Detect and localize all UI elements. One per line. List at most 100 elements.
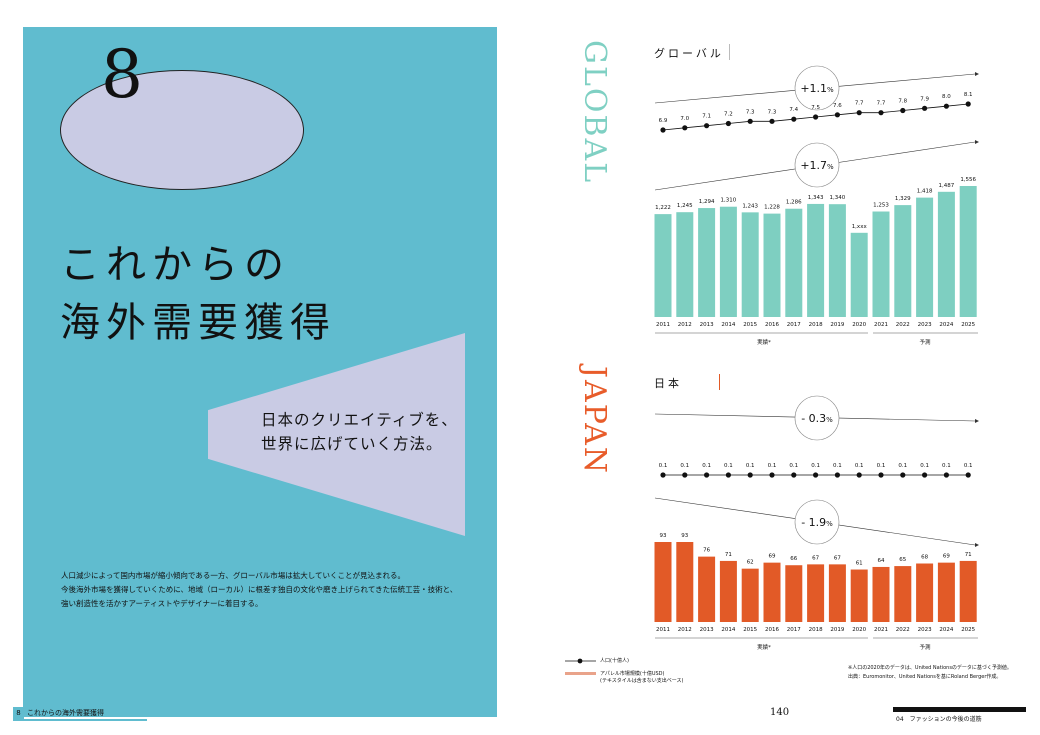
population-value-label: 7.8 bbox=[898, 99, 907, 105]
year-tick-label: 2016 bbox=[765, 627, 779, 633]
bar-value-label: 1,286 bbox=[786, 200, 802, 206]
population-value-label: 8.0 bbox=[942, 94, 951, 100]
population-point bbox=[660, 127, 666, 133]
population-point bbox=[922, 105, 928, 111]
growth-rate-circle bbox=[794, 65, 840, 111]
left-footer-page: 8 bbox=[13, 707, 24, 719]
bar-value-label: 93 bbox=[660, 533, 667, 539]
bar bbox=[828, 204, 846, 317]
population-value-label: 7.7 bbox=[855, 101, 864, 107]
bar-value-label: 1,243 bbox=[742, 203, 758, 209]
bar bbox=[937, 191, 955, 317]
chapter-intro-text: 人口減少によって国内市場が縮小傾向である一方、グローバル市場は拡大していくことが… bbox=[61, 569, 457, 611]
bar bbox=[676, 542, 694, 622]
population-value-label: 0.1 bbox=[811, 463, 820, 469]
intro-line1: 人口減少によって国内市場が縮小傾向である一方、グローバル市場は拡大していくことが… bbox=[61, 571, 406, 580]
population-value-label: 0.1 bbox=[855, 463, 864, 469]
bar bbox=[894, 566, 912, 622]
bar bbox=[763, 213, 781, 317]
bar-value-label: 66 bbox=[790, 556, 797, 562]
page-number: 140 bbox=[770, 707, 790, 718]
growth-rate-label: +1.1% bbox=[800, 82, 834, 95]
bar-value-label: 61 bbox=[856, 561, 863, 567]
bar-value-label: 71 bbox=[965, 552, 972, 558]
population-point bbox=[878, 110, 884, 116]
population-value-label: 0.1 bbox=[768, 463, 777, 469]
population-value-label: 7.6 bbox=[833, 103, 842, 109]
population-value-label: 0.1 bbox=[942, 463, 951, 469]
bar-value-label: 67 bbox=[834, 555, 841, 561]
bar-value-label: 1,487 bbox=[939, 183, 955, 189]
legend-swatches bbox=[565, 658, 596, 675]
note-line2: 出典：Euromonitor、United Nationsを基にRoland B… bbox=[848, 674, 1002, 680]
trend-arrowhead bbox=[975, 140, 979, 144]
bar-value-label: 1,340 bbox=[830, 195, 846, 201]
population-point bbox=[682, 472, 688, 478]
growth-rate-circle bbox=[794, 395, 840, 441]
bar-value-label: 1,418 bbox=[917, 189, 933, 195]
right-footer-bar bbox=[893, 707, 1026, 712]
bar-value-label: 1,228 bbox=[764, 205, 780, 211]
population-point bbox=[900, 107, 906, 114]
bar bbox=[959, 560, 977, 622]
growth-rate-circle bbox=[794, 499, 840, 545]
bar-value-label: 1,222 bbox=[655, 205, 671, 211]
chapter-number-ellipse bbox=[60, 70, 304, 190]
year-tick-label: 2024 bbox=[939, 322, 953, 328]
bar bbox=[719, 206, 737, 317]
population-point bbox=[965, 101, 971, 107]
population-point bbox=[791, 116, 797, 122]
bar bbox=[807, 203, 825, 317]
bar bbox=[698, 208, 716, 317]
population-point bbox=[791, 472, 797, 478]
global-section-title: グローバル bbox=[654, 47, 724, 60]
population-value-label: 0.1 bbox=[789, 463, 798, 469]
population-point bbox=[682, 125, 688, 131]
forecast-period-label: 予測 bbox=[919, 643, 931, 651]
bar bbox=[959, 186, 977, 317]
bar-value-label: 1,294 bbox=[699, 199, 715, 205]
year-tick-label: 2012 bbox=[678, 322, 692, 328]
population-point bbox=[878, 472, 884, 478]
bar bbox=[741, 568, 759, 622]
bar-value-label: 1,343 bbox=[808, 195, 824, 201]
chapter-title-line2: 海外需要獲得 bbox=[60, 300, 336, 346]
bar-value-label: 71 bbox=[725, 552, 732, 558]
year-tick-label: 2018 bbox=[809, 627, 823, 633]
year-tick-label: 2024 bbox=[939, 627, 953, 633]
population-point bbox=[922, 472, 928, 478]
population-point bbox=[965, 472, 971, 478]
actual-period-label: 実績* bbox=[757, 643, 771, 651]
population-point bbox=[704, 123, 710, 129]
year-tick-label: 2019 bbox=[830, 322, 844, 328]
bar bbox=[763, 562, 781, 622]
bar bbox=[654, 542, 672, 622]
chapter-subtitle: 日本のクリエイティブを、 世界に広げていく方法。 bbox=[261, 408, 458, 456]
population-value-label: 0.1 bbox=[833, 463, 842, 469]
legend-apparel-label: アパレル市場規模(十億USD) (テキスタイルは含まない支出ベース) bbox=[600, 671, 684, 685]
chapter-number: 8 bbox=[101, 36, 143, 113]
bar bbox=[719, 560, 737, 622]
population-value-label: 7.2 bbox=[724, 112, 733, 118]
year-tick-label: 2021 bbox=[874, 322, 888, 328]
chapter-title: これからの 海外需要獲得 bbox=[60, 236, 336, 352]
year-tick-label: 2015 bbox=[743, 322, 757, 328]
japan-apparel-chart: - 1.9% 93 2011 93 2012 76 2013 71 2014 62 2015 69 20… bbox=[654, 497, 979, 633]
bar bbox=[916, 563, 934, 622]
bar bbox=[785, 565, 803, 622]
legend-apparel-line2: (テキスタイルは含まない支出ベース) bbox=[600, 678, 684, 684]
population-value-label: 6.9 bbox=[659, 118, 668, 124]
bar-value-label: 93 bbox=[681, 533, 688, 539]
bar bbox=[698, 556, 716, 622]
left-footer-label: これからの海外需要獲得 bbox=[27, 709, 104, 717]
population-point bbox=[834, 472, 841, 478]
year-tick-label: 2012 bbox=[678, 627, 692, 633]
growth-rate-label: - 1.9% bbox=[801, 516, 833, 529]
bar bbox=[937, 562, 955, 622]
population-value-label: 0.1 bbox=[877, 463, 886, 469]
population-point bbox=[660, 472, 666, 478]
year-tick-label: 2014 bbox=[721, 322, 735, 328]
global-population-chart: +1.1% 6.9 7.0 7.1 7.2 7.3 7.3 7.4 7.5 7.6 7.7 7.7 7.… bbox=[654, 65, 979, 133]
year-tick-label: 2022 bbox=[896, 322, 910, 328]
